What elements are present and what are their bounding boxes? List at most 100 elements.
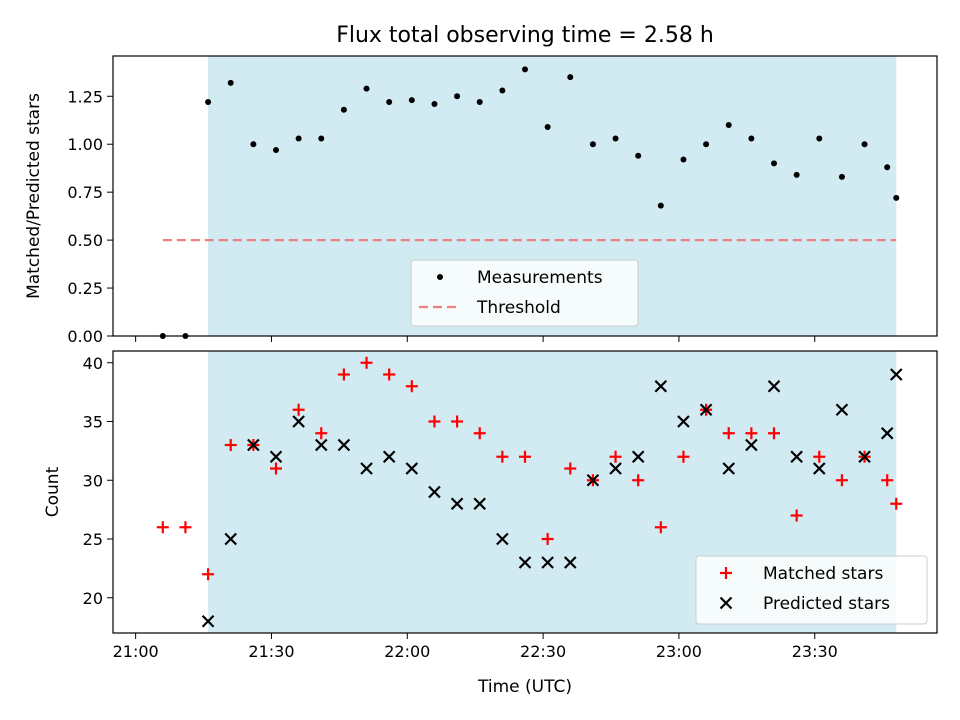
matched-star-point bbox=[405, 380, 418, 393]
bottom-axis-ticks: 20 25 30 35 40 21:00 21:30 22:00 22:30 23:00 23:30 bbox=[83, 354, 838, 661]
predicted-star-point-b bbox=[563, 556, 577, 569]
legend-box bbox=[410, 259, 639, 327]
predicted-star-point-b bbox=[880, 426, 894, 440]
matched-star-point bbox=[609, 450, 622, 463]
predicted-star-point-b bbox=[722, 462, 736, 475]
x-tick-label: 21:30 bbox=[248, 642, 294, 661]
predicted-star-point-b bbox=[224, 532, 237, 546]
measurement-point bbox=[861, 141, 868, 148]
measurement-point bbox=[589, 141, 596, 148]
top-data-marks bbox=[159, 66, 900, 339]
y-tick-label: 0.00 bbox=[67, 327, 103, 346]
measurement-point bbox=[838, 173, 845, 180]
measurement-point bbox=[884, 164, 891, 171]
predicted-star-point bbox=[269, 450, 283, 464]
predicted-star-point bbox=[813, 462, 826, 475]
predicted-star-point bbox=[496, 532, 509, 546]
measurement-point bbox=[522, 66, 528, 73]
predicted-star-point-b bbox=[450, 497, 464, 511]
predicted-star-point-b bbox=[813, 462, 826, 475]
top-axis-ticks: 0.00 0.25 0.50 0.75 1.00 1.25 bbox=[67, 87, 816, 346]
matched-star-point bbox=[654, 521, 667, 534]
predicted-star-point-b bbox=[835, 403, 849, 417]
matched-star-point bbox=[519, 450, 531, 463]
measurement-point bbox=[386, 99, 393, 106]
measurement-point bbox=[544, 123, 551, 130]
matched-star-point bbox=[790, 509, 803, 522]
predicted-star-point-b bbox=[654, 379, 668, 393]
predicted-star-point-b bbox=[201, 614, 215, 628]
predicted-star-point-b bbox=[428, 485, 441, 499]
matched-star-point bbox=[428, 415, 441, 428]
predicted-star-point bbox=[586, 473, 600, 487]
predicted-star-point bbox=[314, 438, 328, 452]
measurement-point bbox=[635, 152, 642, 159]
y-tick-label: 30 bbox=[83, 471, 103, 490]
matched-star-point bbox=[564, 462, 577, 475]
predicted-star-point bbox=[677, 415, 690, 428]
bottom-y-axis-label: Count bbox=[43, 466, 63, 517]
matched-star-point bbox=[835, 474, 848, 487]
predicted-star-point-b bbox=[496, 532, 509, 546]
predicted-star-point bbox=[889, 368, 903, 381]
bottom-plot-frame bbox=[112, 350, 938, 634]
measurement-point bbox=[340, 106, 347, 113]
matched-star-point bbox=[292, 403, 305, 416]
predicted-star-point bbox=[247, 438, 260, 452]
predicted-star-point bbox=[631, 450, 645, 464]
x-axis-label: Time (UTC) bbox=[477, 677, 572, 697]
predicted-star-point-b bbox=[382, 450, 396, 464]
measurement-point bbox=[612, 135, 619, 142]
predicted-star-point bbox=[382, 450, 396, 464]
measurement-point bbox=[205, 99, 212, 106]
matched-star-point bbox=[383, 368, 396, 381]
matched-star-point bbox=[156, 521, 169, 534]
measurement-point bbox=[567, 74, 574, 81]
legend-predicted-marker bbox=[719, 596, 733, 610]
legend-matched-label: Matched stars bbox=[763, 564, 883, 584]
measurement-point bbox=[816, 135, 823, 142]
predicted-star-point bbox=[722, 462, 736, 475]
matched-star-point bbox=[360, 356, 373, 369]
matched-star-point bbox=[315, 427, 328, 440]
legend-matched-marker bbox=[720, 567, 732, 579]
chart-title: Flux total observing time = 2.58 h bbox=[336, 23, 714, 48]
measurement-point bbox=[748, 135, 755, 142]
y-tick-label: 35 bbox=[83, 413, 103, 432]
measurement-point bbox=[431, 100, 438, 107]
predicted-star-point-b bbox=[677, 415, 690, 428]
predicted-star-point-b bbox=[699, 403, 713, 417]
x-tick-label: 22:00 bbox=[384, 642, 430, 661]
matched-star-point bbox=[496, 450, 509, 463]
measurement-point bbox=[793, 171, 800, 178]
y-tick-label: 40 bbox=[83, 354, 103, 373]
top-plot-frame bbox=[112, 55, 938, 337]
measurement-point bbox=[227, 79, 234, 86]
matched-star-point bbox=[677, 450, 690, 463]
matched-star-point bbox=[269, 462, 282, 475]
legend-predicted-label: Predicted stars bbox=[763, 594, 890, 614]
predicted-star-point-b bbox=[586, 473, 600, 487]
predicted-star-point-b bbox=[858, 450, 871, 464]
matched-star-point bbox=[179, 521, 192, 534]
predicted-star-point-b bbox=[314, 438, 328, 452]
y-tick-label: 20 bbox=[83, 589, 103, 608]
predicted-star-point bbox=[450, 497, 464, 511]
predicted-star-point bbox=[767, 379, 781, 393]
predicted-star-point-b bbox=[790, 450, 803, 464]
matched-star-point bbox=[202, 568, 215, 581]
predicted-star-point-b bbox=[767, 379, 781, 393]
measurement-point bbox=[295, 135, 302, 142]
predicted-star-point-b bbox=[745, 438, 758, 452]
measurement-point bbox=[703, 141, 710, 148]
predicted-star-point-b bbox=[292, 415, 305, 428]
predicted-star-point bbox=[880, 426, 894, 440]
predicted-star-point-b bbox=[405, 462, 419, 475]
predicted-star-point-b bbox=[541, 556, 554, 569]
matched-star-point bbox=[632, 474, 645, 487]
predicted-star-point bbox=[224, 532, 237, 546]
matched-star-point bbox=[541, 533, 554, 545]
predicted-star-point bbox=[654, 379, 668, 393]
matched-star-point bbox=[813, 450, 826, 463]
